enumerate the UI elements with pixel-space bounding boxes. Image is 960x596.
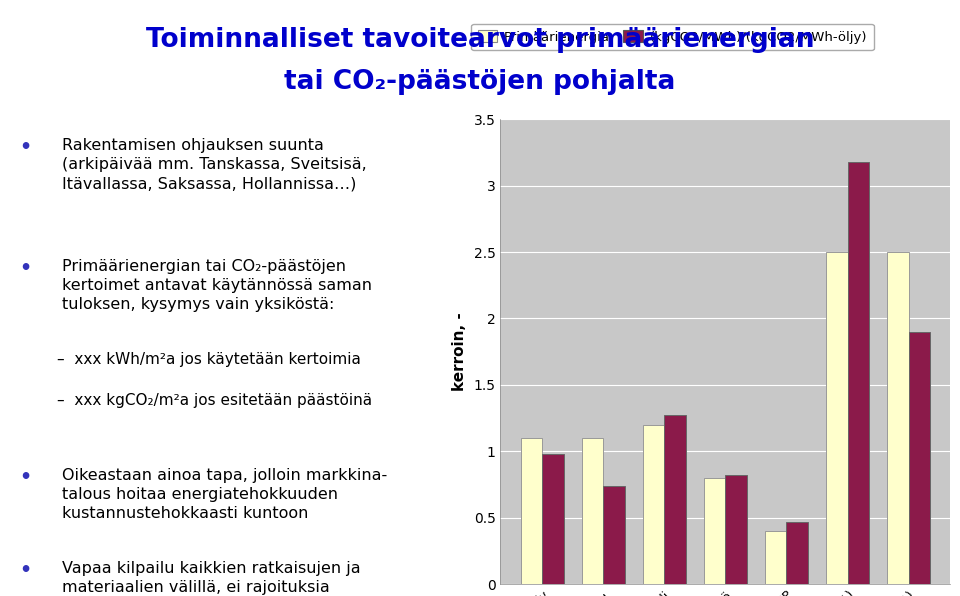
Bar: [582, 438, 603, 584]
Text: Oikeastaan ainoa tapa, jolloin markkina-
talous hoitaa energiatehokkuuden
kustan: Oikeastaan ainoa tapa, jolloin markkina-…: [61, 468, 387, 522]
Legend: Primäärienergia, (kgCO2/MWh)/(kgCO2/MWh-öljy): Primäärienergia, (kgCO2/MWh)/(kgCO2/MWh-…: [471, 23, 874, 50]
Bar: [848, 162, 869, 584]
Bar: [786, 522, 808, 584]
Text: Primäärienergian tai CO₂-päästöjen
kertoimet antavat käytännössä saman
tuloksen,: Primäärienergian tai CO₂-päästöjen kerto…: [61, 259, 372, 312]
Y-axis label: kerroin, -: kerroin, -: [451, 312, 467, 391]
Bar: [908, 332, 930, 584]
Text: –  xxx kWh/m²a jos käytetään kertoimia: – xxx kWh/m²a jos käytetään kertoimia: [57, 352, 361, 367]
Bar: [542, 454, 564, 584]
Bar: [887, 252, 908, 584]
Bar: [521, 438, 542, 584]
Text: Vapaa kilpailu kaikkien ratkaisujen ja
materiaalien välillä, ei rajoituksia: Vapaa kilpailu kaikkien ratkaisujen ja m…: [61, 561, 360, 595]
Text: Rakentamisen ohjauksen suunta
(arkipäivää mm. Tanskassa, Sveitsisä,
Itävallassa,: Rakentamisen ohjauksen suunta (arkipäivä…: [61, 138, 367, 191]
Text: •: •: [19, 561, 31, 580]
Bar: [827, 252, 848, 584]
Text: •: •: [19, 259, 31, 278]
Bar: [704, 478, 726, 584]
Text: tai CO₂-päästöjen pohjalta: tai CO₂-päästöjen pohjalta: [284, 69, 676, 95]
Bar: [643, 425, 664, 584]
Text: •: •: [19, 138, 31, 157]
Text: •: •: [19, 468, 31, 487]
Text: Toiminnalliset tavoitearvot primäärienergian: Toiminnalliset tavoitearvot primääriener…: [146, 27, 814, 53]
Bar: [603, 486, 625, 584]
Bar: [726, 475, 747, 584]
Bar: [664, 415, 685, 584]
Text: –  xxx kgCO₂/m²a jos esitetään päästöinä: – xxx kgCO₂/m²a jos esitetään päästöinä: [57, 393, 372, 408]
Bar: [765, 531, 786, 584]
